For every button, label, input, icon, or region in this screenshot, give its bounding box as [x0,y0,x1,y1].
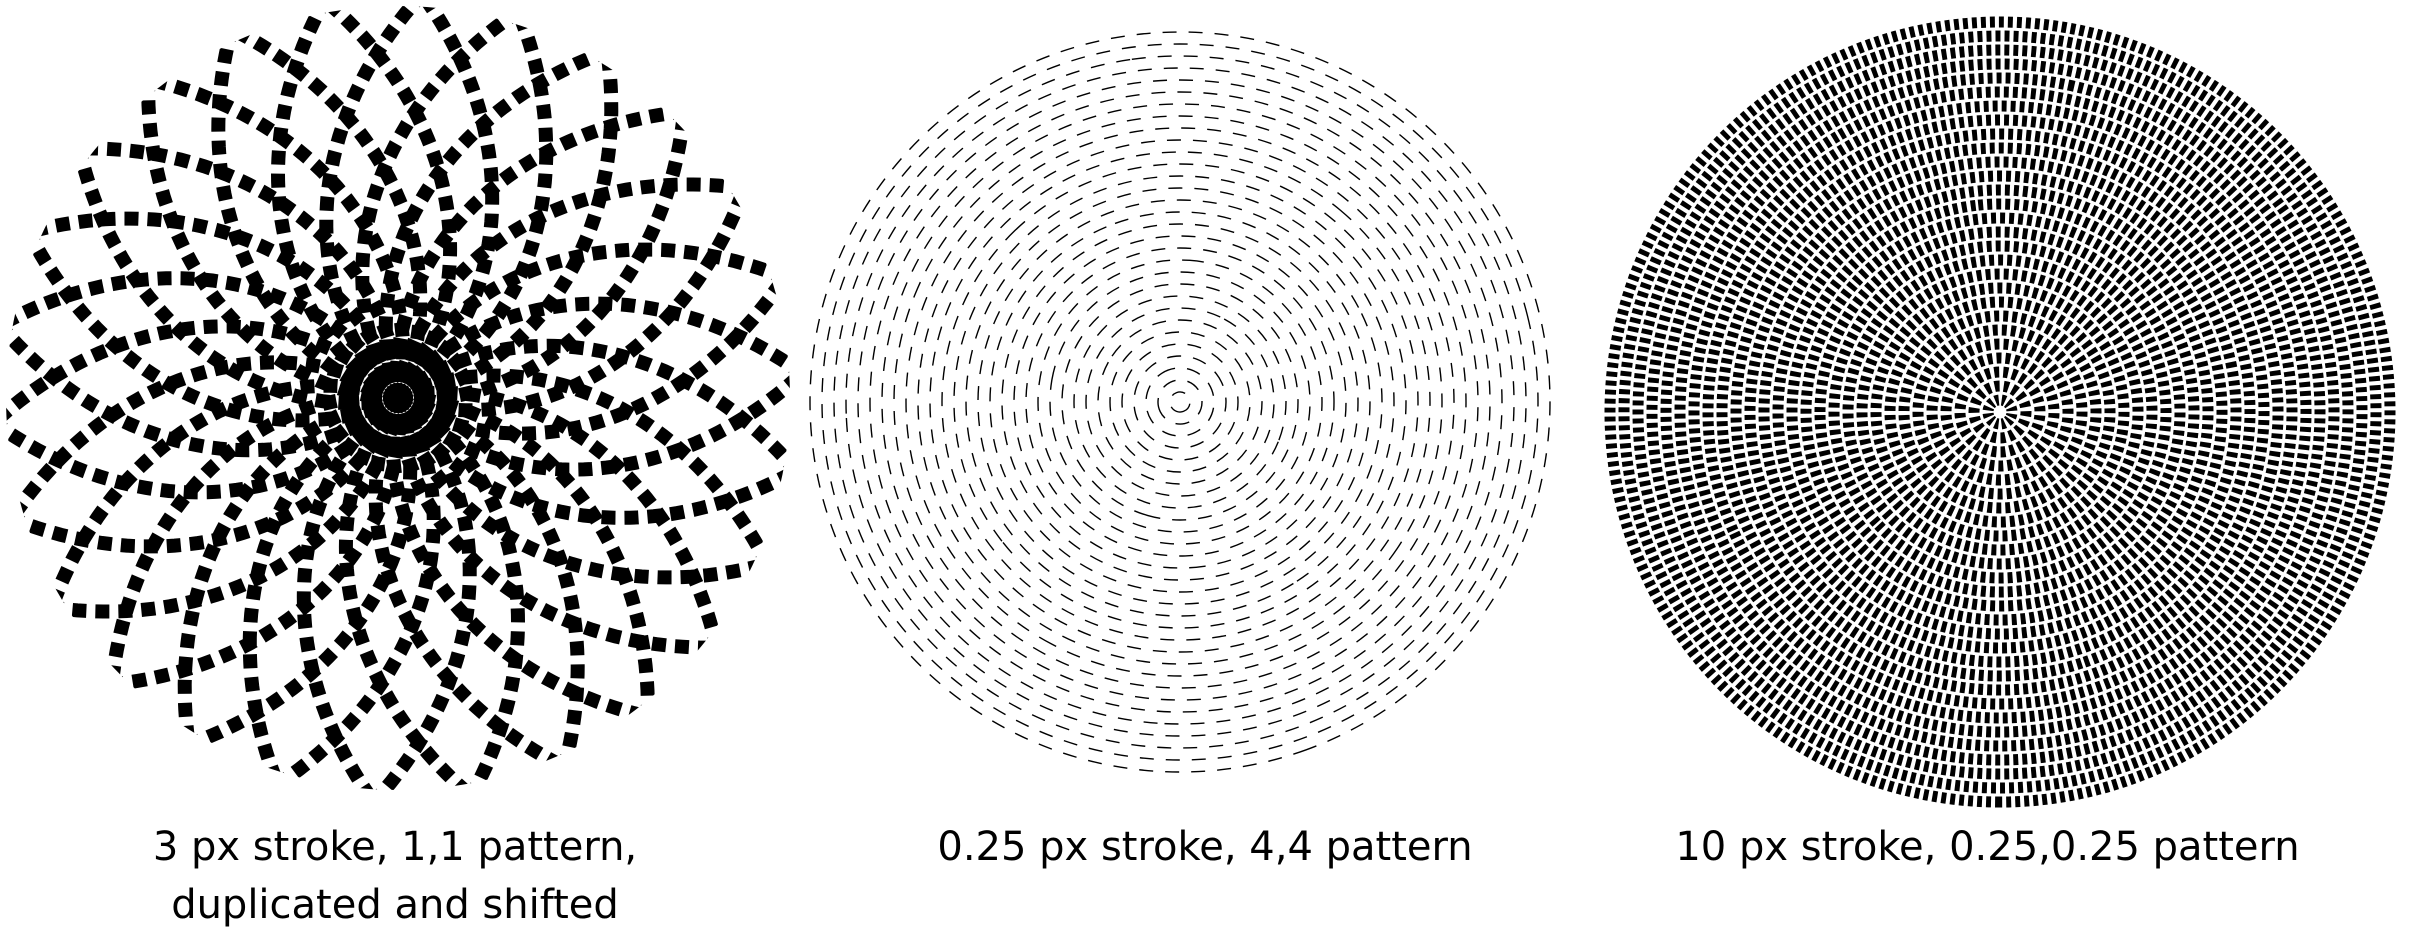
dashed-ring [941,163,1419,641]
thick-dashed-ring [1828,240,2172,584]
spiral-arm [104,389,399,695]
spiral-arm [392,361,790,477]
dashed-ring [881,103,1479,701]
thick-dashed-ring [1870,282,2130,542]
caption-2: 0.25 px stroke, 4,4 pattern [800,818,1610,876]
caption-3-line-1: 10 px stroke, 0.25,0.25 pattern [1675,824,2300,870]
thick-dashed-ring [1926,338,2074,486]
spiral-arm [6,319,404,435]
dashed-ring [1001,223,1359,581]
dashed-ring [1061,283,1299,521]
thick-dashed-ring [1814,226,2186,598]
spiral-arm [338,393,483,790]
dashed-ring [1073,295,1287,509]
dashed-ring [809,31,1551,773]
dashed-ring [1109,331,1251,473]
thick-dashed-ring [1912,324,2088,500]
dashed-ring [857,79,1503,725]
dashed-ring [1157,379,1203,425]
caption-3: 10 px stroke, 0.25,0.25 pattern [1600,818,2375,876]
thick-dashed-ring [1758,170,2242,654]
dashed-ring [1037,259,1323,545]
thick-dashed-ring [1982,394,2018,430]
thick-dashed-ring [1716,128,2284,696]
spiral-arm [391,394,790,525]
spiral-arm [313,6,458,403]
dashed-ring [965,187,1395,617]
thick-dashed-ring [1618,30,2382,794]
dashed-ring [869,91,1491,713]
dashed-ring [845,67,1515,737]
dashed-ring [929,151,1431,653]
spiral-arm [137,70,411,400]
dashed-ring [893,115,1467,689]
spiral-arm [177,391,400,755]
dashed-ring [821,43,1539,761]
dashed-ring [1133,355,1227,449]
spiral-arm [296,392,403,790]
dashed-ring [1025,247,1335,557]
panel-dashed-spiral-2: 0.25 px stroke, 4,4 pattern [800,0,1600,940]
dashed-ring [1085,307,1275,497]
dashed-ring [1013,235,1347,569]
spiral-arm [368,394,576,778]
panel-dashed-spiral-1: 3 px stroke, 1,1 pattern, duplicated and… [0,0,800,940]
dashed-spiral-thin [809,31,1551,773]
spiral-arm [6,271,405,402]
dashed-ring [917,139,1443,665]
spiral-arm [394,265,790,441]
spiral-arm [397,101,692,407]
thick-dashed-ring [1632,44,2368,780]
thick-dashed-ring [1800,212,2200,612]
thick-dashed-ring [1744,156,2256,668]
spiral-arm [220,18,428,402]
spiral-arm [391,397,727,655]
thick-dashed-ring [1940,352,2060,472]
spiral-arm [396,41,619,405]
dashed-ring [1169,391,1191,413]
dashed-spiral-dense-shifted [6,6,790,790]
thick-dashed-ring [1856,268,2144,556]
thick-dashed-ring [1604,16,2396,808]
dashed-ring [953,175,1407,629]
spiral-arm [242,391,401,790]
caption-1-line-1: 3 px stroke, 1,1 pattern, [152,824,638,870]
thick-dashed-ring [1898,310,2102,514]
spiral-arm [6,355,402,531]
spiral-arm [17,211,405,400]
spiral-arm [391,396,779,585]
panel-dashed-spiral-3: 10 px stroke, 0.25,0.25 pattern [1600,0,2410,940]
dashed-ring [1121,343,1239,461]
dashed-ring [1145,367,1215,437]
dashed-ring [977,199,1383,605]
dashed-ring [1049,271,1311,533]
caption-1-line-2: duplicated and shifted [171,882,619,928]
spiral-arm [393,6,500,404]
caption-2-line-1: 0.25 px stroke, 4,4 pattern [937,824,1473,870]
spiral-arm [385,396,659,726]
caption-1: 3 px stroke, 1,1 pattern, duplicated and… [0,818,790,934]
dashed-ring [905,127,1455,677]
thick-dashed-ring [1968,380,2032,444]
dashed-ring [1097,319,1263,485]
dashed-ring [989,211,1371,593]
thick-dashed-ring [1954,366,2046,458]
spiral-arm [41,378,401,619]
spiral-arm [69,141,405,399]
thick-dashed-ring [1688,100,2312,724]
thick-dashed-ring [1702,114,2298,710]
thick-dashed-ring [1842,254,2158,570]
thick-dashed-ring [1660,72,2340,752]
dashed-spiral-thick [1604,16,2396,808]
thick-dashed-ring [1674,86,2326,738]
spiral-arm [395,177,755,418]
spiral-arm [395,6,554,405]
